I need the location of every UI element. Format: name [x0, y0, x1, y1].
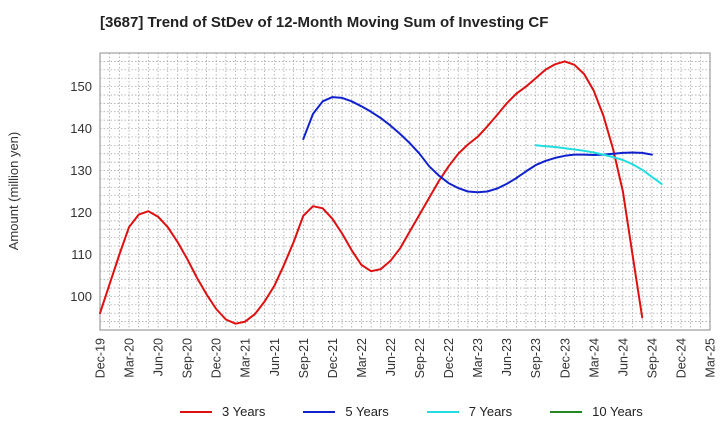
legend-label: 3 Years [222, 404, 266, 419]
y-tick-label: 130 [70, 163, 92, 178]
legend-item-5-years: 5 Years [303, 404, 389, 419]
axis-labels: 100 110 120 130 140 150 Dec-19 Mar-20 Jun-20 Sep-… [70, 79, 717, 378]
x-tick-label: Mar-25 [704, 338, 718, 378]
grid-lines [100, 52, 710, 330]
legend-item-3-years: 3 Years [180, 404, 265, 419]
x-tick-label: Mar-20 [123, 338, 137, 378]
series-lines [99, 60, 663, 325]
series-line-5-years [302, 96, 653, 194]
series-line-3-years [99, 60, 644, 325]
x-tick-label: Jun-24 [616, 338, 630, 376]
x-tick-label: Jun-20 [152, 338, 166, 376]
x-tick-label: Dec-20 [210, 338, 224, 378]
x-tick-label: Sep-22 [413, 338, 427, 378]
x-tick-label: Jun-22 [384, 338, 398, 376]
legend-swatch [550, 410, 583, 413]
x-tick-label: Dec-19 [94, 338, 108, 378]
x-tick-label: Mar-23 [471, 338, 485, 378]
plot-area [99, 52, 711, 331]
x-tick-label: Dec-23 [558, 338, 572, 378]
legend-swatch [303, 410, 336, 413]
series-line-7-years [534, 144, 663, 185]
legend-item-10-years: 10 Years [550, 404, 643, 419]
y-tick-label: 150 [70, 79, 92, 94]
x-tick-label: Dec-21 [326, 338, 340, 378]
x-tick-label: Dec-22 [442, 338, 456, 378]
y-tick-label: 120 [70, 205, 92, 220]
y-tick-label: 110 [71, 247, 92, 262]
x-tick-label: Jun-21 [268, 338, 282, 376]
y-axis-label: Amount (million yen) [6, 132, 21, 251]
chart-title: [3687] Trend of StDev of 12-Month Moving… [100, 14, 549, 31]
legend-label: 10 Years [592, 404, 643, 419]
x-tick-label: Sep-21 [297, 338, 311, 378]
y-tick-label: 100 [70, 289, 92, 304]
legend-swatch [180, 410, 212, 413]
legend-label: 7 Years [468, 404, 513, 419]
x-tick-label: Dec-24 [674, 338, 688, 378]
x-tick-label: Sep-20 [181, 338, 195, 378]
legend-label: 5 Years [345, 404, 389, 419]
x-tick-label: Mar-22 [355, 338, 369, 378]
legend: 3 Years 5 Years 7 Years 10 Years [180, 404, 643, 419]
legend-swatch [426, 410, 459, 413]
x-tick-label: Mar-21 [239, 338, 253, 378]
x-tick-label: Mar-24 [587, 338, 601, 378]
y-tick-label: 140 [70, 121, 92, 136]
x-tick-label: Jun-23 [500, 338, 514, 376]
x-tick-label: Sep-23 [529, 338, 543, 378]
x-tick-label: Sep-24 [645, 338, 659, 378]
legend-item-7-years: 7 Years [426, 404, 513, 419]
